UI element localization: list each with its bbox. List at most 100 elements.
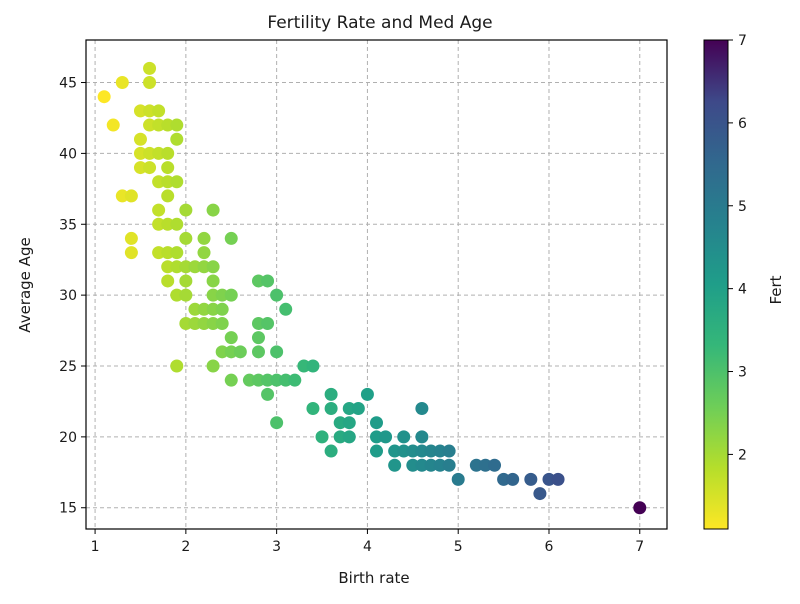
colorbar-tick-label: 2 — [738, 447, 747, 463]
data-point — [251, 345, 265, 359]
x-tick-label: 5 — [454, 539, 463, 555]
data-point — [143, 76, 157, 90]
data-point — [170, 118, 184, 132]
data-point — [143, 118, 157, 132]
data-point — [170, 217, 184, 231]
data-point — [179, 274, 193, 288]
data-point — [143, 146, 157, 160]
data-point — [179, 203, 193, 217]
data-point — [306, 359, 320, 373]
data-point — [170, 288, 184, 302]
data-point — [497, 472, 511, 486]
data-point — [133, 104, 147, 118]
data-point — [152, 246, 166, 260]
data-point — [333, 416, 347, 430]
data-point — [224, 373, 238, 387]
data-point — [215, 288, 229, 302]
data-point — [161, 260, 175, 274]
data-point — [188, 302, 202, 316]
data-point — [161, 274, 175, 288]
data-point — [270, 288, 284, 302]
data-point — [170, 260, 184, 274]
data-point — [133, 132, 147, 146]
data-point — [143, 161, 157, 175]
data-point — [478, 458, 492, 472]
data-point — [524, 472, 538, 486]
data-point — [506, 472, 520, 486]
data-point — [488, 458, 502, 472]
data-point — [215, 345, 229, 359]
data-point — [351, 402, 365, 416]
data-point — [279, 302, 293, 316]
data-point — [415, 444, 429, 458]
data-point — [170, 246, 184, 260]
data-point — [170, 175, 184, 189]
data-point — [161, 217, 175, 231]
data-point — [197, 246, 211, 260]
data-point — [370, 444, 383, 458]
data-point — [197, 231, 211, 245]
data-point — [188, 316, 202, 330]
data-point — [224, 345, 238, 359]
data-point — [551, 472, 565, 486]
chart-title: Fertility Rate and Med Age — [267, 13, 492, 33]
data-point — [206, 359, 220, 373]
y-axis-ticks: 15 20 25 30 35 40 45 — [59, 76, 86, 517]
data-point — [224, 331, 238, 345]
colorbar — [703, 39, 729, 530]
data-point — [115, 189, 129, 203]
colorbar-tick-label: 5 — [738, 199, 747, 215]
data-point — [397, 444, 411, 458]
data-point — [261, 274, 275, 288]
data-point — [397, 430, 411, 444]
colorbar-tick-label: 3 — [738, 365, 747, 381]
y-tick-label: 20 — [59, 430, 77, 446]
data-point — [106, 118, 120, 132]
data-point — [206, 203, 220, 217]
data-point — [306, 402, 320, 416]
data-point — [170, 132, 184, 146]
data-point — [215, 302, 229, 316]
data-point — [370, 430, 383, 444]
data-point — [433, 444, 447, 458]
data-point — [261, 316, 275, 330]
data-point — [251, 373, 265, 387]
data-point — [415, 402, 429, 416]
colorbar-tick-label: 7 — [738, 33, 747, 49]
data-point — [469, 458, 483, 472]
data-point — [161, 161, 175, 175]
data-point — [143, 104, 157, 118]
data-point — [406, 444, 420, 458]
data-point — [215, 316, 229, 330]
data-point — [224, 231, 238, 245]
data-point — [152, 146, 166, 160]
data-point — [251, 331, 265, 345]
y-tick-label: 25 — [59, 359, 77, 375]
data-point — [424, 444, 438, 458]
colorbar-ticks: 2 3 4 5 6 7 — [728, 33, 747, 463]
x-tick-label: 4 — [363, 539, 372, 555]
data-point — [342, 416, 356, 430]
data-point — [251, 274, 265, 288]
x-tick-label: 3 — [272, 539, 281, 555]
data-point — [197, 260, 211, 274]
data-point — [415, 430, 429, 444]
data-points — [97, 61, 647, 515]
data-point — [161, 146, 175, 160]
data-point — [360, 387, 374, 401]
y-tick-label: 45 — [59, 76, 77, 92]
data-point — [197, 316, 211, 330]
data-point — [242, 373, 256, 387]
y-tick-label: 15 — [59, 501, 77, 517]
data-point — [206, 288, 220, 302]
data-point — [270, 373, 284, 387]
data-point — [115, 76, 129, 90]
data-point — [270, 345, 284, 359]
data-point — [152, 118, 166, 132]
data-point — [206, 302, 220, 316]
data-point — [124, 189, 138, 203]
data-point — [370, 416, 383, 430]
data-point — [161, 189, 175, 203]
